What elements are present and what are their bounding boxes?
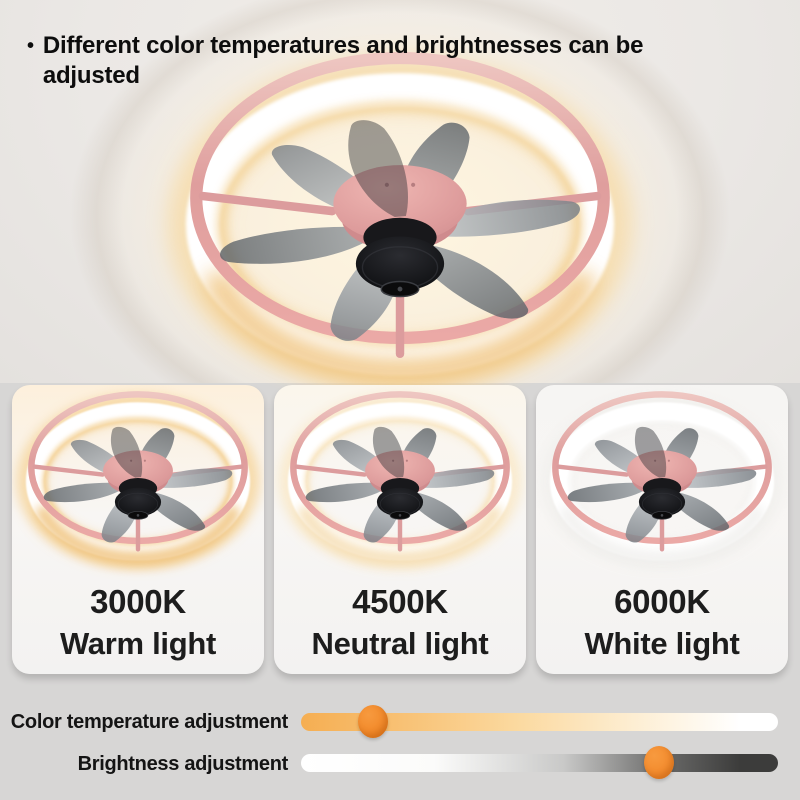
- color-temperature-slider-track[interactable]: [301, 705, 778, 738]
- fan-motor: [355, 217, 445, 298]
- fan-motor: [114, 477, 162, 520]
- color-temperature-slider-knob[interactable]: [357, 705, 388, 738]
- panel-caption: 4500K Neutral light: [274, 583, 526, 663]
- color-temperature-panels: 3000K Warm light: [12, 385, 788, 674]
- panel-4500k: 4500K Neutral light: [274, 385, 526, 674]
- fan-graphic: [168, 51, 632, 393]
- hero-fan-photo: [165, 44, 635, 393]
- panel-temp-value: 4500K: [352, 583, 448, 620]
- feature-callout: • Different color temperatures and brigh…: [27, 31, 672, 91]
- panel-fan-photo-white: [539, 387, 785, 570]
- page-title: Different color temperatures and brightn…: [42, 32, 644, 89]
- panel-fan-photo-warm: [15, 387, 261, 570]
- brightness-slider-track[interactable]: [301, 746, 778, 779]
- panel-temp-value: 6000K: [614, 583, 710, 620]
- fan-graphic: [540, 391, 784, 570]
- panel-caption: 3000K Warm light: [12, 583, 264, 663]
- panel-light-label: White light: [584, 626, 740, 661]
- brightness-slider-label: Brightness adjustment: [77, 753, 289, 775]
- bullet-icon: •: [27, 35, 34, 57]
- panel-light-label: Warm light: [59, 626, 216, 661]
- panel-fan-photo-neutral: [277, 387, 523, 570]
- warm-bottom-glow: [202, 269, 598, 384]
- fan-graphic: [278, 391, 522, 570]
- brightness-slider-knob[interactable]: [643, 746, 674, 779]
- panel-light-label: Neutral light: [311, 626, 489, 661]
- panel-caption: 6000K White light: [536, 583, 788, 663]
- warm-bottom-glow: [296, 504, 504, 565]
- front-blade: [372, 426, 405, 478]
- front-blade: [634, 426, 667, 478]
- panel-6000k: 6000K White light: [536, 385, 788, 674]
- front-blade: [110, 426, 143, 478]
- front-blade: [348, 120, 408, 217]
- fan-motor: [376, 477, 424, 520]
- hero-section: • Different color temperatures and brigh…: [0, 0, 800, 393]
- fan-motor: [638, 477, 686, 520]
- fan-graphic: [16, 391, 260, 570]
- warm-bottom-glow: [558, 504, 766, 565]
- panel-temp-value: 3000K: [90, 583, 186, 620]
- color-temperature-slider-label: Color temperature adjustment: [10, 711, 289, 733]
- warm-bottom-glow: [34, 504, 242, 565]
- panel-3000k: 3000K Warm light: [12, 385, 264, 674]
